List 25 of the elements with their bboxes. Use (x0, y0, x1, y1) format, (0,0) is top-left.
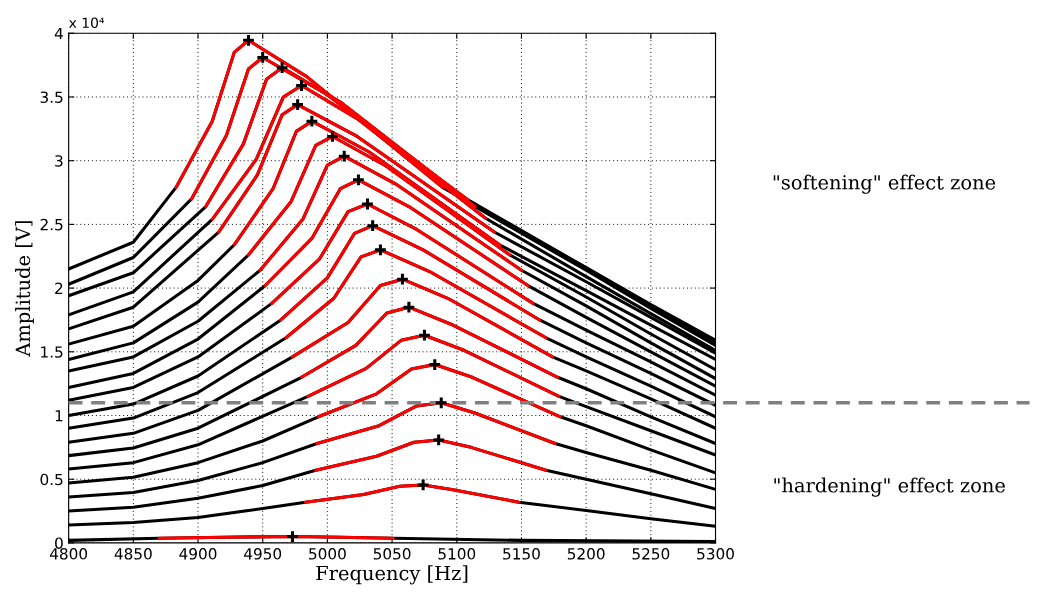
x-tick-label: 5050 (373, 548, 411, 560)
y-tick-label: 1.5 (41, 346, 63, 358)
x-tick-label: 5300 (697, 548, 734, 560)
x-tick-label: 5100 (438, 548, 476, 560)
x-tick-label: 4850 (114, 548, 152, 560)
y-tick-label: 3.5 (40, 91, 63, 103)
y-tick-label: 0 (55, 537, 63, 549)
y-tick-label: 2 (55, 282, 63, 294)
text: "softening" effect zone (773, 174, 996, 194)
y-tick-label: 1 (55, 410, 63, 422)
x-tick-label: 5200 (567, 548, 605, 560)
text: "hardening" effect zone (774, 477, 1005, 497)
x-tick-label: 5150 (503, 548, 540, 560)
y-tick-label: 2.5 (40, 218, 63, 231)
x-tick-label: 5250 (632, 548, 670, 560)
x-tick-label: 4800 (49, 548, 88, 560)
text: x 10⁴ (69, 17, 105, 29)
y-tick-label: 4 (54, 27, 63, 40)
x-axis-title: Frequency [Hz] (316, 565, 468, 585)
x-tick-label: 5000 (309, 548, 346, 560)
x-tick-label: 4900 (179, 548, 217, 560)
x-tick-label: 4950 (244, 548, 282, 560)
y-tick-label: 3 (55, 155, 63, 167)
y-axis-title: Amplitude [V] (15, 221, 34, 357)
y-tick-label: 0.5 (40, 473, 63, 486)
